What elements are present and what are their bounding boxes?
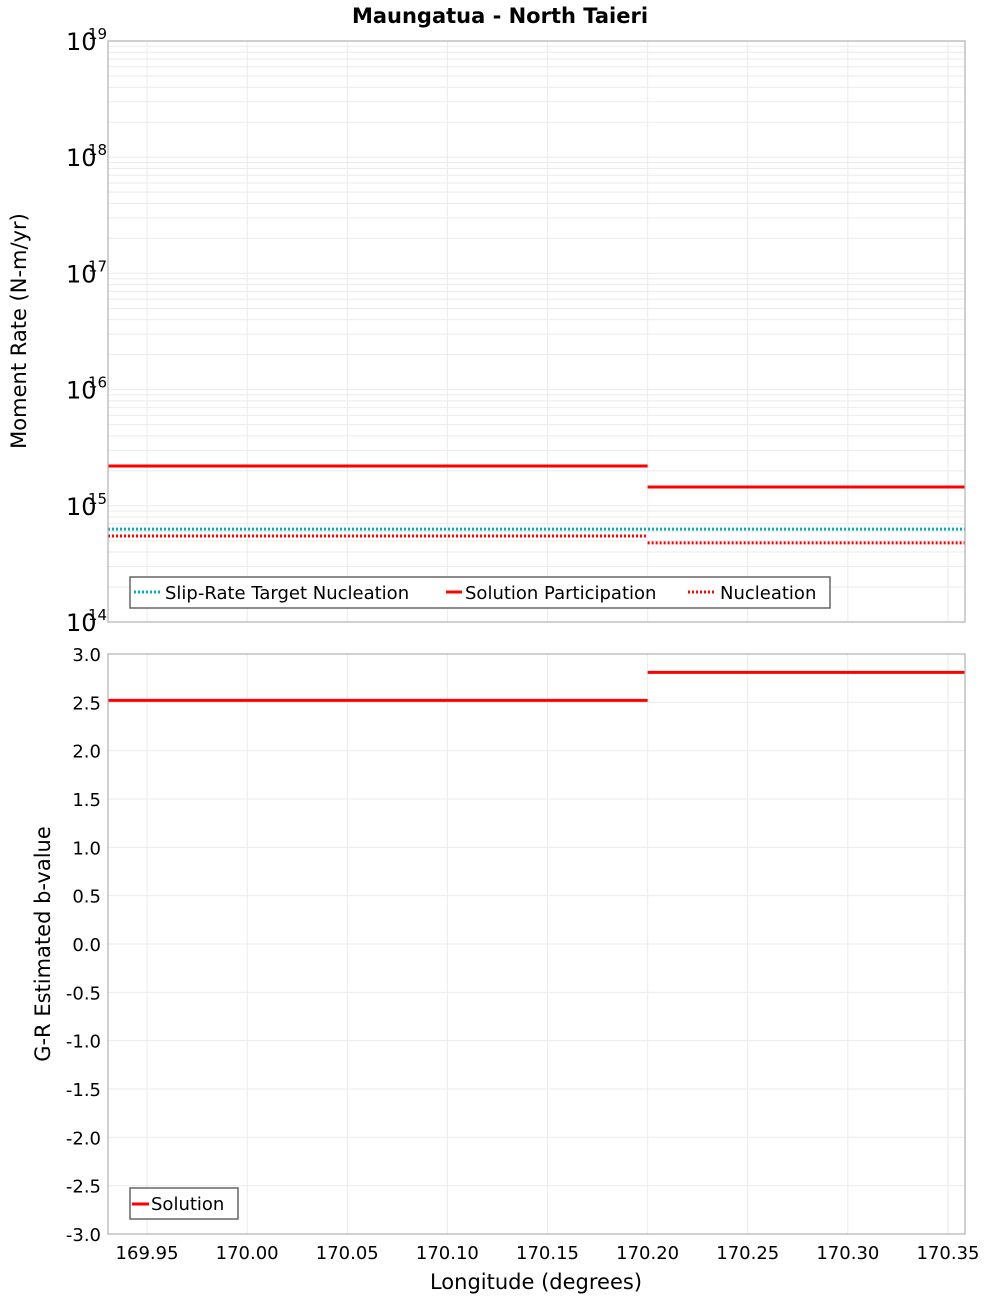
y-tick-label: 10 bbox=[66, 377, 97, 405]
y-tick-exponent: 16 bbox=[88, 374, 107, 392]
y-tick-exponent: 17 bbox=[88, 257, 107, 275]
x-tick-label: 170.05 bbox=[316, 1243, 379, 1264]
y-tick-label: 10 bbox=[66, 144, 97, 172]
top-y-axis-label: Moment Rate (N-m/yr) bbox=[7, 213, 31, 449]
bottom-plot-border bbox=[107, 653, 966, 1235]
y-tick-label: -3.0 bbox=[66, 1225, 101, 1246]
bottom-y-ticks: 3.0 2.5 2.0 1.5 1.0 0.5 0.0 -0.5 -1.0 -1.5 -2.0 -2.… bbox=[66, 645, 101, 1246]
x-tick-label: 170.10 bbox=[416, 1243, 479, 1264]
x-tick-label: 169.95 bbox=[116, 1243, 179, 1264]
y-tick-label: -1.5 bbox=[66, 1080, 101, 1101]
x-tick-label: 170.15 bbox=[516, 1243, 579, 1264]
y-tick-label: 2.5 bbox=[72, 693, 101, 714]
top-plot-border bbox=[107, 40, 966, 623]
legend-label-solution: Solution bbox=[151, 1194, 224, 1215]
x-axis-label: Longitude (degrees) bbox=[430, 1270, 642, 1294]
y-tick-label: 1.0 bbox=[72, 838, 101, 859]
top-legend: Slip-Rate Target Nucleation Solution Par… bbox=[129, 576, 831, 609]
y-tick-label: 10 bbox=[66, 609, 97, 637]
y-tick-exponent: 18 bbox=[88, 141, 107, 159]
legend-label-nucleation: Nucleation bbox=[720, 583, 816, 604]
y-tick-label: -0.5 bbox=[66, 983, 101, 1004]
legend-label-solution-participation: Solution Participation bbox=[465, 583, 656, 604]
x-tick-label: 170.25 bbox=[716, 1243, 779, 1264]
top-plot-background bbox=[108, 41, 965, 622]
y-tick-label: 10 bbox=[66, 493, 97, 521]
top-series bbox=[108, 464, 965, 545]
x-tick-label: 170.20 bbox=[616, 1243, 679, 1264]
bottom-legend: Solution bbox=[129, 1187, 239, 1220]
y-tick-exponent: 14 bbox=[88, 606, 107, 624]
x-tick-label: 170.30 bbox=[816, 1243, 879, 1264]
y-tick-label: -2.5 bbox=[66, 1177, 101, 1198]
y-tick-exponent: 19 bbox=[88, 25, 107, 43]
bottom-series bbox=[108, 670, 965, 702]
y-tick-label: 2.0 bbox=[72, 742, 101, 763]
y-tick-label: 10 bbox=[66, 260, 97, 288]
bottom-panel: 3.0 2.5 2.0 1.5 1.0 0.5 0.0 -0.5 -1.0 -1.5 -2.0 -2.… bbox=[31, 645, 979, 1294]
y-tick-label: 0.5 bbox=[72, 887, 101, 908]
x-tick-label: 170.00 bbox=[216, 1243, 279, 1264]
y-tick-exponent: 15 bbox=[88, 490, 107, 508]
y-tick-label: -1.0 bbox=[66, 1032, 101, 1053]
x-tick-label: 170.35 bbox=[916, 1243, 979, 1264]
legend-label-target-nucleation: Slip-Rate Target Nucleation bbox=[165, 583, 409, 604]
y-tick-label: 10 bbox=[66, 28, 97, 56]
y-tick-label: -2.0 bbox=[66, 1128, 101, 1149]
y-tick-label: 3.0 bbox=[72, 645, 101, 666]
chart-title: Maungatua - North Taieri bbox=[352, 4, 648, 28]
x-ticks: 169.95 170.00 170.05 170.10 170.15 170.20 170.… bbox=[116, 1243, 980, 1264]
bottom-y-axis-label: G-R Estimated b-value bbox=[31, 826, 55, 1062]
y-tick-label: 0.0 bbox=[72, 935, 101, 956]
y-tick-label: 1.5 bbox=[72, 790, 101, 811]
